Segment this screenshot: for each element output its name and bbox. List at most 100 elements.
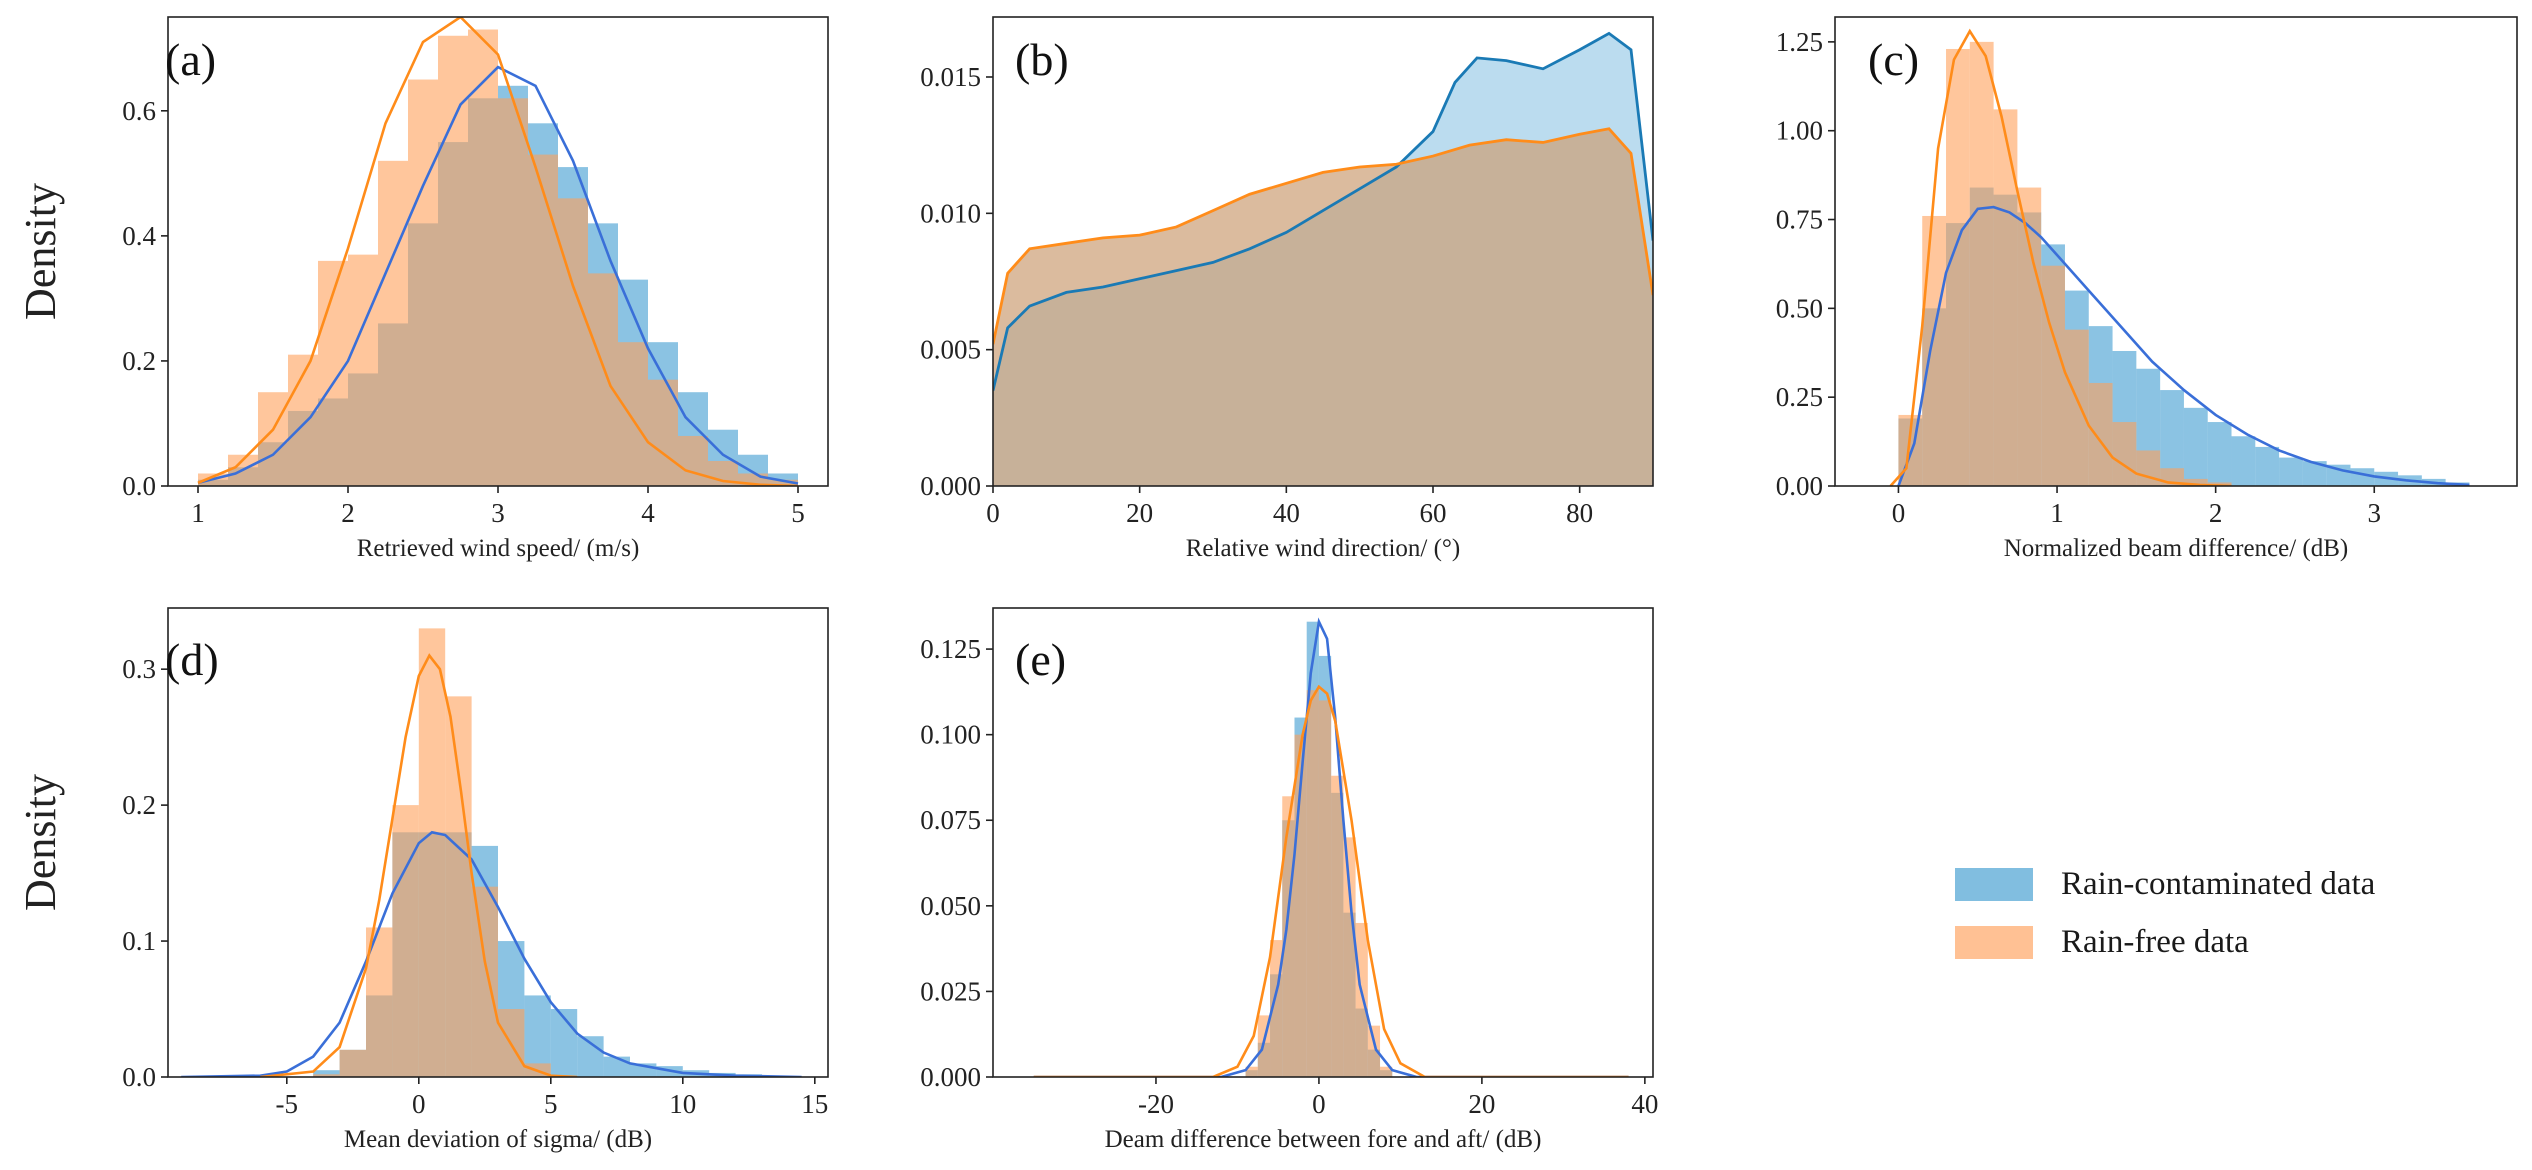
- free-hist-bar: [445, 696, 472, 1077]
- panel-label: (e): [1015, 634, 1066, 685]
- y-tick-label: 1.00: [1776, 116, 1823, 146]
- rain-hist-bar: [2231, 436, 2256, 486]
- free-hist-bar: [468, 29, 498, 486]
- free-hist-bar: [1245, 1066, 1258, 1077]
- y-tick-label: 0.000: [920, 1062, 981, 1092]
- free-hist-bar: [1282, 796, 1295, 1077]
- free-hist-bar: [1380, 1066, 1393, 1077]
- panel-label: (b): [1015, 34, 1069, 85]
- free-hist-bar: [2183, 478, 2208, 486]
- y-tick-label: 0.100: [920, 720, 981, 750]
- x-tick-label: 60: [1420, 498, 1447, 528]
- y-tick-label: 0.25: [1776, 382, 1823, 412]
- y-tick-label: 0.050: [920, 891, 981, 921]
- legend-item-free: Rain-free data: [1955, 920, 2249, 964]
- x-tick-label: 80: [1566, 498, 1593, 528]
- x-tick-label: -5: [276, 1089, 299, 1119]
- legend-swatch-free: [1955, 925, 2033, 959]
- rain-hist-bar: [603, 1056, 630, 1077]
- free-hist-bar: [378, 160, 408, 486]
- free-hist-bar: [1993, 109, 2018, 486]
- x-tick-label: 40: [1273, 498, 1300, 528]
- free-kde-line: [993, 127, 1653, 345]
- rain-hist-bar: [2302, 461, 2327, 486]
- x-tick-label: 2: [2209, 498, 2223, 528]
- free-hist-bar: [1355, 922, 1368, 1077]
- free-hist-bar: [2112, 422, 2137, 486]
- x-axis-label: Relative wind direction/ (°): [1186, 535, 1461, 562]
- panel-a: 1 2 3 4 5 0.0 0.2 0.4 0.6 Retrieved wind speed/ (…: [16, 16, 829, 562]
- y-tick-label: 0.025: [920, 976, 981, 1006]
- panel-label: (d): [165, 634, 219, 685]
- rain-hist-bar: [550, 1009, 578, 1077]
- free-hist-bar: [1343, 837, 1356, 1077]
- x-axis-label: Normalized beam difference/ (dB): [2004, 535, 2349, 562]
- free-hist-bar: [1367, 1025, 1381, 1077]
- free-hist-bar: [648, 379, 678, 486]
- x-tick-label: -20: [1138, 1089, 1174, 1119]
- rain-kde-line: [197, 65, 799, 485]
- y-axis-label: Density: [16, 774, 65, 911]
- free-hist-bar: [348, 254, 378, 486]
- free-hist-bar: [471, 886, 498, 1077]
- rain-hist-bar: [2350, 468, 2375, 486]
- free-hist-bars: [1245, 690, 1393, 1077]
- y-tick-label: 0.2: [122, 790, 156, 820]
- plot-area: [197, 17, 799, 486]
- free-hist-bars: [1898, 41, 2232, 486]
- free-hist-bars: [313, 628, 551, 1077]
- y-tick-label: 0.125: [920, 634, 981, 664]
- x-tick-label: 4: [641, 498, 655, 528]
- x-tick-label: 5: [544, 1089, 558, 1119]
- axes-frame: [1834, 16, 2518, 487]
- free-kde-line: [197, 17, 799, 486]
- x-tick-label: 20: [1126, 498, 1153, 528]
- rain-hist-bar: [313, 1070, 340, 1077]
- plot-area: [1889, 28, 2470, 486]
- y-tick-label: 0.0: [122, 1062, 156, 1092]
- y-tick-label: 0.50: [1776, 293, 1823, 323]
- y-tick-label: 0.4: [122, 221, 156, 251]
- x-tick-label: 0: [1892, 498, 1906, 528]
- panel-label: (a): [165, 34, 216, 85]
- free-hist-bar: [418, 628, 446, 1077]
- x-axis-label: Deam difference between fore and aft/ (d…: [1105, 1126, 1542, 1153]
- rain-hist-bar: [2279, 457, 2303, 486]
- y-tick-label: 0.2: [122, 346, 156, 376]
- free-hist-bar: [678, 435, 708, 486]
- x-tick-label: 1: [191, 498, 205, 528]
- rain-hist-bar: [2160, 390, 2184, 486]
- free-hist-bar: [1922, 215, 1947, 486]
- y-tick-label: 0.005: [920, 335, 981, 365]
- free-hist-bar: [2136, 450, 2161, 486]
- rain-hist-bar: [2207, 422, 2232, 486]
- x-tick-label: 0: [1312, 1089, 1326, 1119]
- y-tick-label: 1.25: [1776, 27, 1823, 57]
- y-tick-label: 0.75: [1776, 205, 1823, 235]
- x-axis-label: Retrieved wind speed/ (m/s): [357, 535, 640, 562]
- rain-hist-bar: [2183, 407, 2208, 486]
- y-tick-label: 0.3: [122, 654, 156, 684]
- legend: Rain-contaminated data Rain-free data: [1955, 860, 2435, 980]
- x-tick-label: 5: [791, 498, 805, 528]
- rain-kde-line: [993, 31, 1653, 391]
- free-hist-bar: [408, 79, 438, 486]
- x-tick-label: 2: [341, 498, 355, 528]
- y-axis-label: Density: [16, 183, 65, 320]
- free-hist-bars: [198, 29, 798, 486]
- plot-area: [993, 31, 1653, 486]
- x-tick-label: 10: [669, 1089, 696, 1119]
- y-tick-label: 0.075: [920, 805, 981, 835]
- free-hist-bar: [528, 154, 558, 486]
- rain-kde-line: [1897, 205, 2470, 486]
- free-hist-bar: [1969, 41, 1994, 486]
- free-hist-bar: [588, 273, 618, 486]
- y-tick-label: 0.015: [920, 62, 981, 92]
- legend-item-rain: Rain-contaminated data: [1955, 862, 2375, 906]
- rain-kde-line: [181, 830, 802, 1077]
- free-hist-bar: [2064, 329, 2089, 486]
- panel-b: 0 20 40 60 80 0.000 0.005 0.010 0.015 Relative wi…: [920, 16, 1654, 562]
- free-hist-bar: [339, 1049, 366, 1077]
- free-kde-line: [260, 653, 578, 1077]
